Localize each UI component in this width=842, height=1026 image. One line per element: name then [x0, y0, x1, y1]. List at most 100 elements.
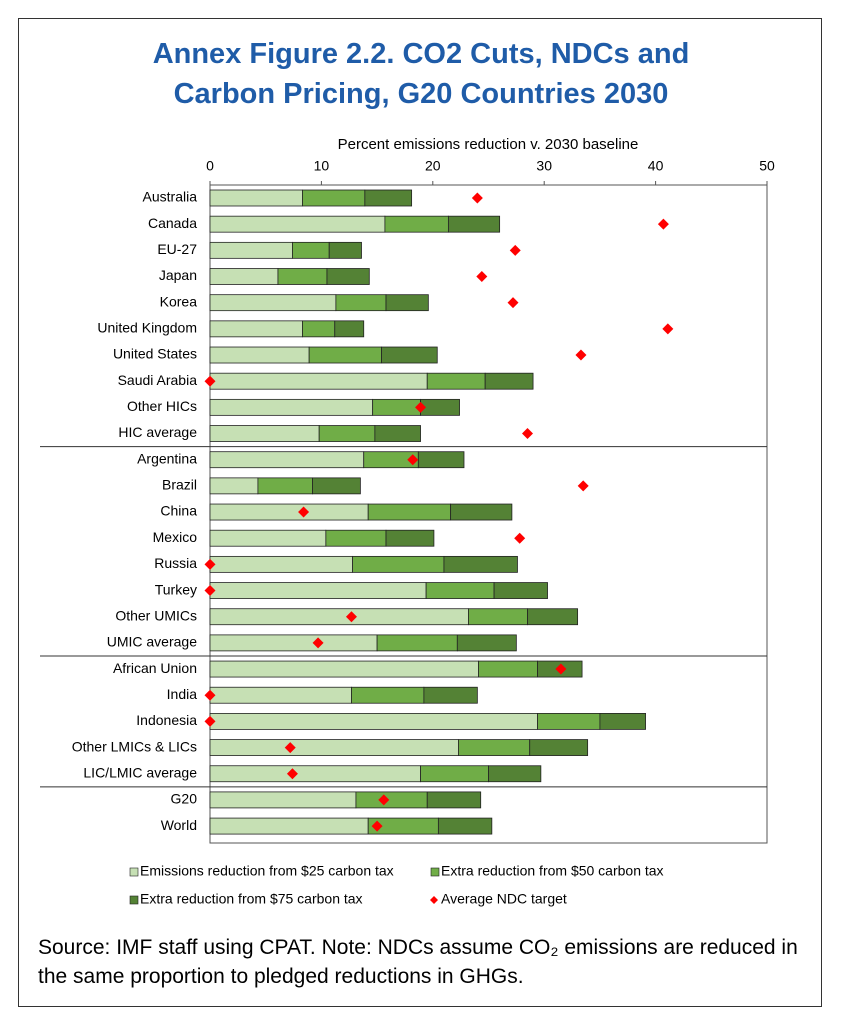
- ndc-marker: [471, 192, 483, 204]
- legend-label: Average NDC target: [441, 891, 567, 907]
- legend-swatch: [129, 867, 139, 877]
- bar-segment: [364, 189, 413, 207]
- bar-segment: [381, 346, 438, 364]
- bar-segment: [257, 477, 313, 495]
- ndc-marker: [378, 794, 390, 806]
- bar-segment: [209, 765, 421, 783]
- bar-segment: [376, 634, 458, 652]
- bar-segment: [334, 320, 365, 338]
- bar-segment: [447, 215, 501, 233]
- bar-segment: [325, 529, 387, 547]
- y-tick-label: Brazil: [162, 477, 197, 493]
- bar-segment: [302, 320, 336, 338]
- y-tick-label: Other HICs: [127, 398, 197, 414]
- ndc-marker: [507, 297, 519, 309]
- bar-segment: [209, 582, 427, 599]
- legend-swatch: [129, 895, 139, 905]
- y-tick-label: United States: [113, 346, 197, 362]
- bar-segment: [292, 241, 330, 259]
- ndc-marker: [575, 349, 587, 361]
- legend-marker: [430, 896, 438, 904]
- y-tick-label: Korea: [160, 293, 198, 309]
- y-tick-label: China: [160, 503, 197, 519]
- y-tick-label: World: [161, 817, 197, 833]
- ndc-marker: [415, 401, 427, 413]
- bar-segment: [209, 215, 386, 233]
- chart-title: Annex Figure 2.2. CO2 Cuts, NDCs and Car…: [152, 38, 690, 110]
- bar-segment: [328, 241, 362, 259]
- ndc-marker: [312, 637, 324, 649]
- y-tick-label: Russia: [154, 555, 197, 571]
- ndc-marker: [284, 742, 296, 754]
- x-tick-label: 20: [425, 158, 441, 174]
- bar-segment: [417, 451, 465, 469]
- bar-segment: [450, 503, 513, 521]
- x-axis-label: Percent emissions reduction v. 2030 base…: [338, 136, 639, 153]
- bar-segment: [355, 791, 428, 809]
- bar-segment: [384, 215, 449, 233]
- bar-segment: [209, 294, 337, 312]
- bar-segment: [209, 817, 369, 835]
- bar-segment: [423, 686, 478, 704]
- x-tick-label: 50: [759, 158, 775, 174]
- ndc-marker: [476, 271, 488, 283]
- bar-segment: [599, 713, 646, 730]
- bar-segment: [209, 686, 352, 704]
- x-tick-label: 10: [314, 158, 330, 174]
- bar-segment: [374, 425, 421, 442]
- ndc-marker: [204, 715, 216, 727]
- ndc-marker: [286, 768, 298, 780]
- y-tick-label: Australia: [143, 189, 198, 205]
- bar-segment: [209, 241, 293, 259]
- bar-segment: [529, 739, 589, 756]
- bar-segment: [385, 529, 435, 547]
- x-tick-label: 0: [206, 158, 214, 174]
- legend-swatch: [430, 867, 440, 877]
- ndc-marker: [371, 820, 383, 832]
- bar-segment: [209, 320, 303, 338]
- bar-segment: [209, 425, 320, 442]
- legend-label: Extra reduction from $50 carbon tax: [441, 863, 664, 879]
- ndc-marker: [298, 506, 310, 518]
- y-tick-label: Argentina: [137, 450, 197, 466]
- y-tick-label: United Kingdom: [97, 320, 197, 336]
- y-tick-label: Other LMICs & LICs: [72, 738, 197, 754]
- bar-segment: [367, 503, 452, 521]
- bar-segment: [420, 398, 460, 416]
- bar-segment: [527, 608, 579, 626]
- bar-segment: [209, 713, 538, 730]
- bar-segment: [209, 268, 279, 285]
- ndc-marker: [204, 375, 216, 387]
- y-tick-label: HIC average: [118, 424, 197, 440]
- ndc-marker: [555, 663, 567, 675]
- y-tick-label: Japan: [159, 267, 197, 283]
- y-tick-label: Saudi Arabia: [118, 372, 198, 388]
- ndc-marker: [521, 428, 533, 440]
- ndc-marker: [345, 611, 357, 623]
- bar-segment: [209, 608, 469, 626]
- y-tick-label: Mexico: [153, 529, 198, 545]
- ndc-marker: [204, 558, 216, 570]
- bar-segment: [209, 372, 428, 390]
- bar-segment: [456, 634, 517, 652]
- bar-segment: [209, 555, 353, 573]
- x-tick-label: 30: [536, 158, 552, 174]
- bar-segment: [335, 294, 387, 312]
- bar-segment: [209, 398, 374, 416]
- bar-segment: [308, 346, 382, 364]
- bar-segment: [488, 765, 542, 783]
- legend-label: Emissions reduction from $25 carbon tax: [140, 863, 394, 879]
- bar-segment: [484, 372, 534, 390]
- bar-segment: [209, 189, 303, 207]
- bar-segment: [326, 268, 370, 285]
- bar-segment: [478, 660, 538, 678]
- y-tick-label: Other UMICs: [115, 607, 197, 623]
- ndc-marker: [662, 323, 674, 335]
- bar-segment: [420, 765, 489, 783]
- y-tick-label: EU-27: [157, 241, 197, 257]
- ndc-marker: [657, 218, 669, 230]
- y-tick-label: LIC/LMIC average: [83, 764, 197, 780]
- bar-segment: [352, 555, 445, 573]
